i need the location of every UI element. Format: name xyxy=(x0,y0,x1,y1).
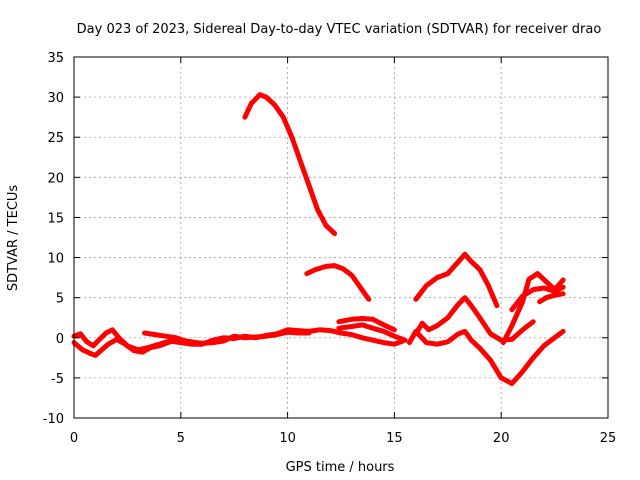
x-tick-label: 15 xyxy=(386,431,403,446)
y-tick-label: 15 xyxy=(47,211,64,226)
x-tick-label: 5 xyxy=(177,431,185,446)
x-tick-label: 10 xyxy=(279,431,296,446)
plot-frame xyxy=(73,56,609,419)
series-arc-right-d xyxy=(509,284,566,313)
y-tick-label: 0 xyxy=(56,332,64,347)
series-arc-low-right-b xyxy=(336,322,408,343)
y-tick-label: 10 xyxy=(47,252,64,267)
series-arc-right-e xyxy=(537,291,566,305)
y-tick-label: 5 xyxy=(56,292,64,307)
series-arc-low-right-a xyxy=(336,316,397,333)
tick-layer: -10 -5 0 5 10 15 20 25 30 35 0 5 10 15 20 25 xyxy=(43,51,617,446)
x-axis-label: GPS time / hours xyxy=(286,460,395,475)
x-tick-label: 25 xyxy=(600,431,617,446)
series-arc-low-left-3 xyxy=(142,330,188,344)
y-tick-label: 25 xyxy=(47,131,64,146)
y-tick-label: -10 xyxy=(43,412,64,427)
series-arc-right-a xyxy=(413,295,536,343)
y-tick-label: 20 xyxy=(47,171,64,186)
y-axis-label: SDTVAR / TECUs xyxy=(6,185,21,292)
series-arc-low-left-2 xyxy=(71,329,312,358)
x-tick-label: 0 xyxy=(70,431,78,446)
series-arc-mid-right xyxy=(413,251,500,309)
series-layer xyxy=(71,92,566,386)
y-tick-label: 35 xyxy=(47,51,64,66)
chart-title: Day 023 of 2023, Sidereal Day-to-day VTE… xyxy=(77,22,602,37)
series-arc-high xyxy=(242,92,338,236)
x-tick-label: 20 xyxy=(493,431,510,446)
y-tick-label: -5 xyxy=(51,372,64,387)
series-arc-low-left xyxy=(71,327,406,353)
series-arc-mid-left xyxy=(304,263,372,302)
series-arc-right-b xyxy=(406,328,566,386)
y-tick-label: 30 xyxy=(47,91,64,106)
grid-layer xyxy=(74,57,608,418)
